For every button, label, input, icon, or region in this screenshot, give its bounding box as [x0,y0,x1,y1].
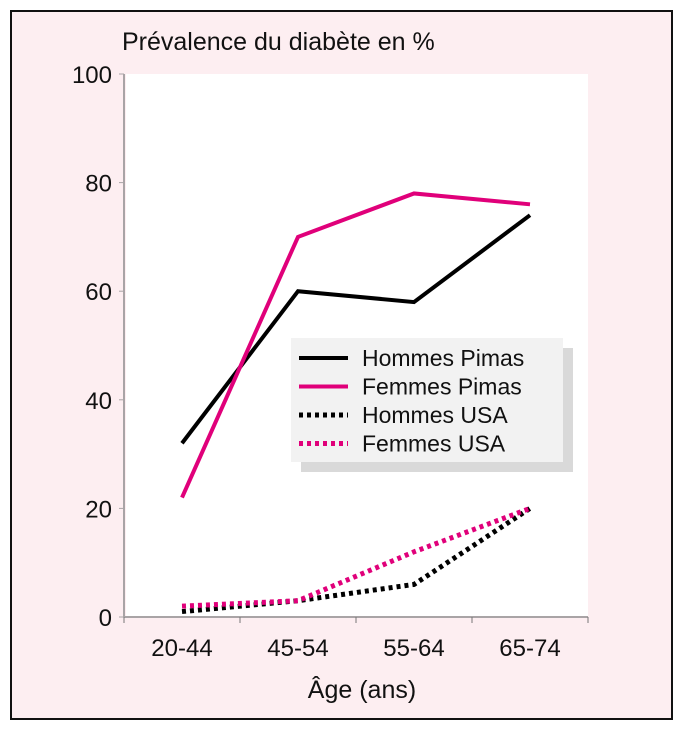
x-tick-label: 20-44 [151,635,212,662]
y-tick-label: 20 [85,496,112,523]
axes: 0 20 40 60 80 100 20-44 45-54 55-64 65-74 [72,62,589,662]
legend-label: Femmes Pimas [362,374,522,400]
y-tick-label: 100 [72,62,112,89]
x-tick-label: 55-64 [383,635,444,662]
series-layer [180,191,532,615]
series-line-hommes-usa [181,506,532,615]
x-tick-label: 45-54 [267,635,328,662]
y-tick-label: 80 [85,171,112,198]
x-axis-title: Âge (ans) [308,675,416,704]
legend-label: Femmes USA [362,431,506,457]
chart-title: Prévalence du diabète en % [122,28,435,56]
y-tick-label: 60 [85,279,112,306]
legend-label: Hommes Pimas [362,345,524,371]
y-tick-label: 0 [99,605,112,632]
legend-label: Hommes USA [362,402,508,428]
x-tick-label: 65-74 [499,635,560,662]
series-line-femmes-usa [181,506,531,609]
y-tick-label: 40 [85,388,112,415]
series-line-femmes-pimas [180,191,531,499]
